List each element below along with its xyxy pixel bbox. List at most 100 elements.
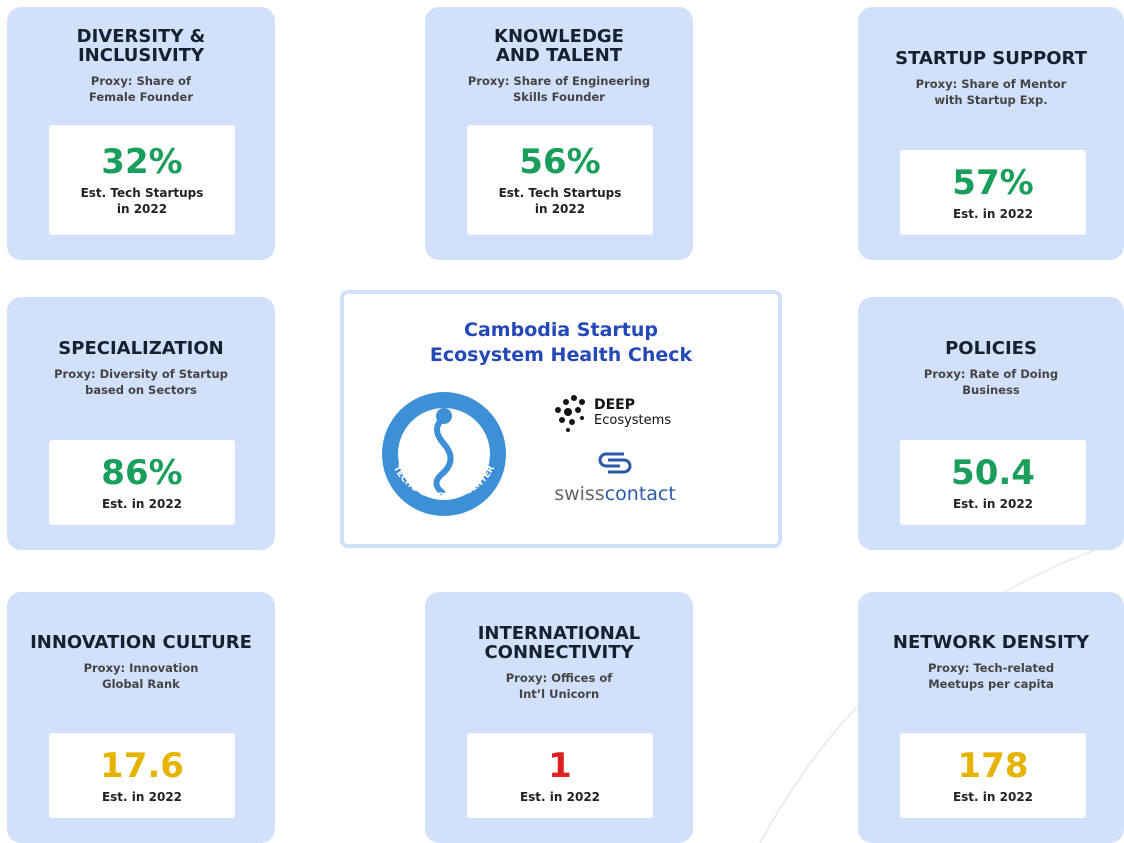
title-line: CONNECTIVITY: [484, 641, 634, 663]
proxy-line: Female Founder: [88, 90, 194, 104]
value-note: Est. in 2022: [953, 206, 1033, 222]
proxy-line: Proxy: Share of: [90, 74, 192, 88]
value-box: 50.4 Est. in 2022: [900, 440, 1086, 525]
deep-logo: DEEP Ecosystems: [555, 395, 671, 432]
value: 32%: [101, 142, 183, 182]
card: SPECIALIZATION Proxy: Diversity of Startu…: [7, 297, 275, 550]
value-note: Est. Tech Startups in 2022: [81, 185, 204, 217]
note-line: Est. Tech Startups: [80, 186, 204, 200]
title-line: INTERNATIONAL: [477, 622, 641, 644]
value: 86%: [101, 452, 183, 493]
note-line: Est. in 2022: [101, 496, 183, 511]
proxy-line: Proxy: Share of Engineering: [467, 74, 651, 88]
card-title: INTERNATIONAL CONNECTIVITY: [478, 624, 641, 662]
value-box: 56% Est. Tech Startups in 2022: [467, 125, 653, 235]
card: INTERNATIONAL CONNECTIVITY Proxy: Offices …: [425, 592, 693, 843]
card-header: SPECIALIZATION Proxy: Diversity of Startu…: [7, 297, 275, 440]
logos: TECHO STARTUP CENTER DEEP Ecosystems swi…: [382, 392, 676, 516]
card-proxy: Proxy: Share of Engineering Skills Founde…: [468, 73, 650, 105]
note-line: Est. in 2022: [519, 789, 601, 804]
card-title: STARTUP SUPPORT: [895, 49, 1087, 68]
center-panel: Cambodia Startup Ecosystem Health Check T…: [340, 290, 782, 548]
card: KNOWLEDGE AND TALENT Proxy: Share of Engin…: [425, 7, 693, 260]
card-title: INNOVATION CULTURE: [30, 633, 252, 652]
proxy-line: Skills Founder: [513, 90, 605, 104]
title-line: STARTUP SUPPORT: [895, 48, 1087, 69]
proxy-line: Int’l Unicorn: [518, 686, 600, 701]
value: 17.6: [100, 745, 184, 786]
title-line: AND TALENT: [495, 45, 623, 66]
card-header: INNOVATION CULTURE Proxy: Innovation Globa…: [7, 592, 275, 733]
swiss-part: contact: [605, 483, 676, 505]
title-line: Cambodia Startup: [464, 319, 658, 341]
card-header: INTERNATIONAL CONNECTIVITY Proxy: Offices …: [425, 592, 693, 733]
proxy-line: Global Rank: [102, 677, 180, 691]
note-line: Est. in 2022: [952, 789, 1034, 804]
note-line: in 2022: [116, 202, 168, 216]
card-title: SPECIALIZATION: [58, 339, 223, 358]
card: STARTUP SUPPORT Proxy: Share of Mentor wit…: [858, 7, 1124, 260]
card-header: KNOWLEDGE AND TALENT Proxy: Share of Engin…: [425, 7, 693, 125]
note-line: in 2022: [534, 202, 586, 216]
card-proxy: Proxy: Rate of Doing Business: [924, 366, 1058, 398]
card-proxy: Proxy: Offices of Int’l Unicorn: [506, 670, 613, 702]
note-line: Est. in 2022: [101, 789, 183, 804]
value-box: 17.6 Est. in 2022: [49, 733, 235, 818]
card: DIVERSITY & INCLUSIVITY Proxy: Share of Fem…: [7, 7, 275, 260]
deep-text: Ecosystems: [594, 413, 671, 428]
card-title: NETWORK DENSITY: [893, 633, 1089, 652]
value-note: Est. in 2022: [102, 496, 182, 512]
value-note: Est. in 2022: [102, 789, 182, 805]
card-proxy: Proxy: Tech-related Meetups per capita: [928, 660, 1054, 692]
techo-logo: TECHO STARTUP CENTER: [382, 392, 506, 516]
card-proxy: Proxy: Share of Female Founder: [89, 73, 193, 105]
title-line: INNOVATION CULTURE: [30, 632, 252, 653]
value-box: 86% Est. in 2022: [49, 440, 235, 525]
value: 50.4: [951, 452, 1035, 493]
card-title: POLICIES: [945, 339, 1037, 358]
proxy-line: Proxy: Rate of Doing: [923, 367, 1059, 381]
card-proxy: Proxy: Innovation Global Rank: [84, 660, 199, 692]
card-proxy: Proxy: Share of Mentor with Startup Exp.: [916, 76, 1067, 108]
value: 1: [548, 745, 572, 786]
swiss-logo: swisscontact: [554, 452, 676, 505]
proxy-line: with Startup Exp.: [934, 93, 1048, 107]
card-proxy: Proxy: Diversity of Startup based on Sect…: [54, 366, 228, 398]
card: POLICIES Proxy: Rate of Doing Business 50.4…: [858, 297, 1124, 550]
card-title: DIVERSITY & INCLUSIVITY: [77, 27, 206, 65]
title-line: NETWORK DENSITY: [892, 632, 1090, 653]
title-line: SPECIALIZATION: [58, 338, 224, 359]
value-note: Est. Tech Startups in 2022: [499, 185, 622, 217]
value-note: Est. in 2022: [953, 496, 1033, 512]
card-header: POLICIES Proxy: Rate of Doing Business: [858, 297, 1124, 440]
swiss-part: swiss: [554, 483, 605, 505]
proxy-line: Meetups per capita: [928, 677, 1054, 691]
value-box: 32% Est. Tech Startups in 2022: [49, 125, 235, 235]
title-line: KNOWLEDGE: [494, 26, 624, 47]
proxy-line: Business: [962, 383, 1020, 397]
note-line: Est. Tech Startups: [498, 186, 622, 200]
center-title: Cambodia Startup Ecosystem Health Check: [344, 318, 778, 368]
value: 178: [957, 745, 1029, 786]
title-line: Ecosystem Health Check: [429, 344, 693, 366]
note-line: Est. in 2022: [952, 206, 1034, 221]
proxy-line: Proxy: Share of Mentor: [915, 77, 1067, 91]
card-header: DIVERSITY & INCLUSIVITY Proxy: Share of Fem…: [7, 7, 275, 125]
title-line: POLICIES: [945, 338, 1037, 359]
card: INNOVATION CULTURE Proxy: Innovation Globa…: [7, 592, 275, 843]
value: 56%: [519, 142, 601, 182]
proxy-line: Proxy: Offices of: [505, 670, 613, 685]
deep-text: DEEP: [594, 397, 635, 413]
proxy-line: based on Sectors: [85, 383, 197, 397]
proxy-line: Proxy: Diversity of Startup: [54, 367, 228, 381]
value: 57%: [952, 162, 1034, 203]
value-box: 57% Est. in 2022: [900, 150, 1086, 235]
title-line: INCLUSIVITY: [77, 45, 204, 66]
proxy-line: Proxy: Tech-related: [927, 661, 1055, 675]
value-note: Est. in 2022: [520, 789, 600, 805]
proxy-line: Proxy: Innovation: [83, 661, 199, 675]
card-header: NETWORK DENSITY Proxy: Tech-related Meetup…: [858, 592, 1124, 733]
note-line: Est. in 2022: [952, 496, 1034, 511]
value-box: 1 Est. in 2022: [467, 733, 653, 818]
